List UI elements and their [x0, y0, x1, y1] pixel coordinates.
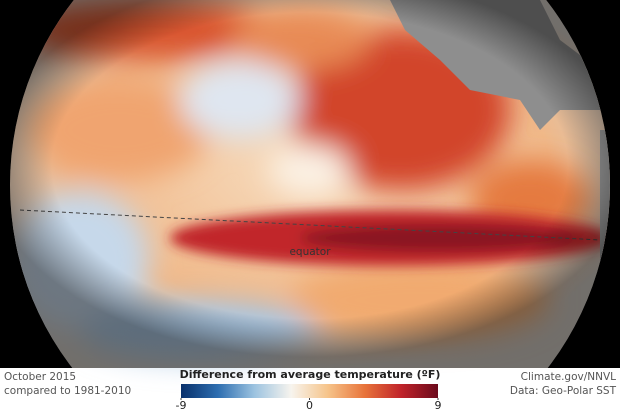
colorbar-tick-label: 0	[306, 399, 313, 412]
equator-label: equator	[289, 246, 331, 258]
colorbar-tick-label: 9	[435, 399, 442, 412]
colorbar-bar	[181, 384, 438, 398]
baseline: compared to 1981-2010	[4, 385, 131, 397]
data-credit: Data: Geo-Polar SST	[510, 385, 617, 397]
limb-shade	[10, 0, 610, 368]
date: October 2015	[4, 371, 76, 383]
globe	[10, 0, 610, 368]
colorbar-tick-label: -9	[176, 399, 187, 412]
colorbar: -9 0 9	[176, 384, 442, 412]
source: Climate.gov/NNVL	[521, 371, 616, 383]
legend-title: Difference from average temperature (ºF)	[180, 368, 441, 381]
